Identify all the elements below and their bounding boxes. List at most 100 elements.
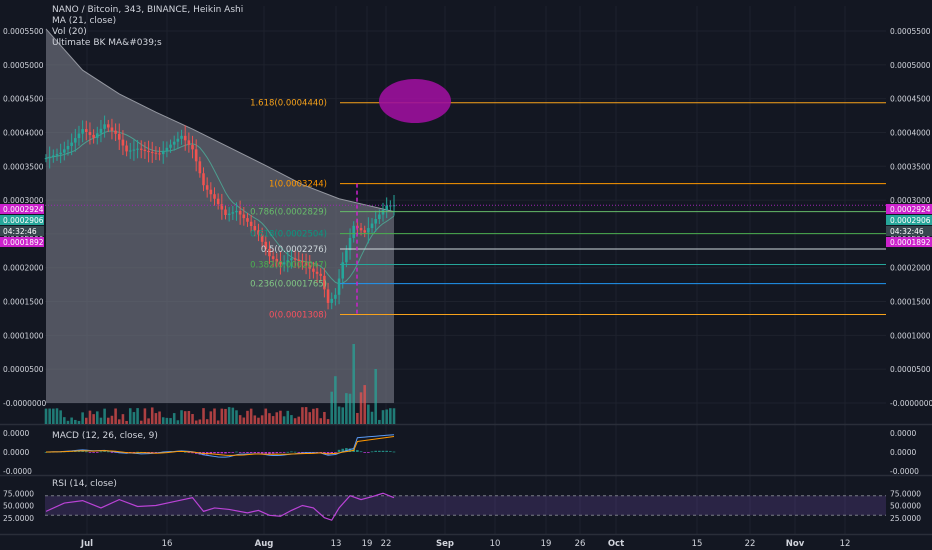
custom-indicator-label[interactable]: Ultimate BK MA&#039;s: [52, 38, 162, 48]
volume-bar: [271, 416, 275, 424]
volume-bar: [326, 419, 330, 424]
right-rsi-tick: 25.0000: [890, 514, 921, 523]
pane-separators: [0, 423, 932, 536]
time-tick-label: Oct: [608, 539, 624, 549]
candle-body: [44, 158, 48, 160]
upper-band-line: [45, 28, 395, 213]
candle-body: [125, 145, 128, 152]
macd-histogram-bar: [363, 452, 366, 453]
volume-bar: [308, 412, 312, 424]
time-tick-label: 15: [692, 539, 703, 549]
macd-histogram-bar: [334, 452, 337, 453]
macd-histogram-bar: [77, 450, 81, 452]
time-tick-label: 13: [331, 539, 342, 549]
volume-bar: [125, 420, 128, 424]
macd-histogram-bar: [238, 452, 242, 453]
purple-ellipse: [379, 79, 451, 123]
macd-histogram-bar: [213, 452, 216, 454]
candle-body: [315, 271, 319, 274]
right-rsi-tick: 50.0000: [890, 502, 921, 511]
volume-bar: [268, 413, 271, 424]
candle-body: [370, 223, 374, 229]
volume-bar: [66, 420, 70, 424]
macd-histogram-bar: [260, 452, 264, 454]
volume-bar: [348, 393, 352, 424]
candle-body: [293, 258, 297, 260]
macd-histogram-bar: [81, 450, 84, 452]
volume-bar: [139, 420, 143, 424]
volume-bar: [231, 407, 235, 424]
volume-bar: [165, 417, 169, 424]
candle-body: [279, 261, 282, 265]
volume-bar: [44, 408, 48, 424]
macd-histogram-bar: [392, 451, 396, 453]
volume-bar: [249, 408, 253, 424]
volume-bar: [176, 420, 180, 424]
macd-histogram-bar: [330, 452, 334, 455]
left-price-badge-text: 0.0002924: [3, 205, 44, 214]
fib-level-label: 0.5(0.0002276): [261, 245, 327, 255]
candle-body: [143, 149, 147, 151]
macd-histogram-bar: [301, 452, 304, 453]
candle-body: [165, 147, 169, 151]
volume-bar: [367, 404, 370, 424]
signal-line: [45, 436, 395, 456]
left-price-tick: 0.0003500: [3, 162, 44, 171]
right-price-tick: 0.0001000: [890, 331, 931, 340]
volume-indicator-label[interactable]: Vol (20): [52, 27, 87, 37]
volume-bar: [352, 344, 355, 424]
candle-body: [205, 185, 209, 190]
candle-body: [242, 214, 246, 219]
candle-body: [81, 129, 84, 134]
volume-bar: [334, 376, 337, 424]
macd-histogram-bar: [96, 452, 99, 453]
candle-body: [337, 278, 341, 295]
left-price-badge: [0, 237, 44, 247]
macd-title[interactable]: MACD (12, 26, close, 9): [52, 431, 158, 441]
candle-body: [209, 189, 213, 195]
volume-bar: [253, 415, 257, 424]
candle-body: [154, 152, 158, 154]
left-price-tick: -0.0000000: [3, 399, 46, 408]
volume-bar: [312, 408, 315, 424]
macd-histogram-bar: [293, 451, 297, 453]
volume-bar: [389, 408, 392, 424]
candle-body: [359, 228, 363, 231]
macd-histogram-bar: [359, 451, 363, 453]
macd-histogram-bar: [183, 451, 187, 453]
candle-body: [176, 138, 180, 142]
macd-histogram-bar: [136, 451, 139, 453]
time-tick-label: 10: [490, 539, 501, 549]
symbol-title[interactable]: NANO / Bitcoin, 343, BINANCE, Heikin Ash…: [52, 5, 244, 15]
time-scale[interactable]: Jul 16 Aug 13 19 22 Sep 10 19 26 Oct 15 22 Nov 12: [80, 539, 850, 549]
volume-bar: [345, 393, 348, 424]
candle-body: [348, 237, 352, 251]
macd-histogram-bar: [326, 452, 330, 455]
candle-body: [275, 258, 279, 262]
candle-body: [114, 130, 117, 134]
time-tick-label: 26: [575, 539, 586, 549]
right-price-tick: 0.0004000: [890, 128, 931, 137]
left-price-tick: 0.0000500: [3, 365, 44, 374]
ma-envelope-area: [45, 28, 395, 403]
left-price-tick: 0.0005500: [3, 27, 44, 36]
rsi-title[interactable]: RSI (14, close): [52, 479, 117, 489]
candle-body: [147, 150, 150, 153]
volume-bar: [150, 407, 154, 424]
volume-bar: [235, 410, 238, 424]
volume-bar: [194, 420, 198, 424]
target-ellipse[interactable]: [379, 79, 451, 123]
candle-body: [128, 150, 132, 152]
candle-body: [257, 230, 260, 235]
macd-histogram-bar: [209, 452, 213, 454]
fib-level-label: 0.786(0.0002829): [250, 208, 327, 218]
macd-histogram-bar: [345, 448, 348, 452]
volume-bar: [70, 417, 73, 424]
volume-bar: [147, 418, 150, 424]
candle-body: [85, 129, 88, 133]
macd-histogram-bar: [271, 452, 275, 454]
volume-bar: [323, 411, 326, 424]
volume-bar: [304, 407, 308, 424]
ma-indicator-label[interactable]: MA (21, close): [52, 16, 117, 26]
